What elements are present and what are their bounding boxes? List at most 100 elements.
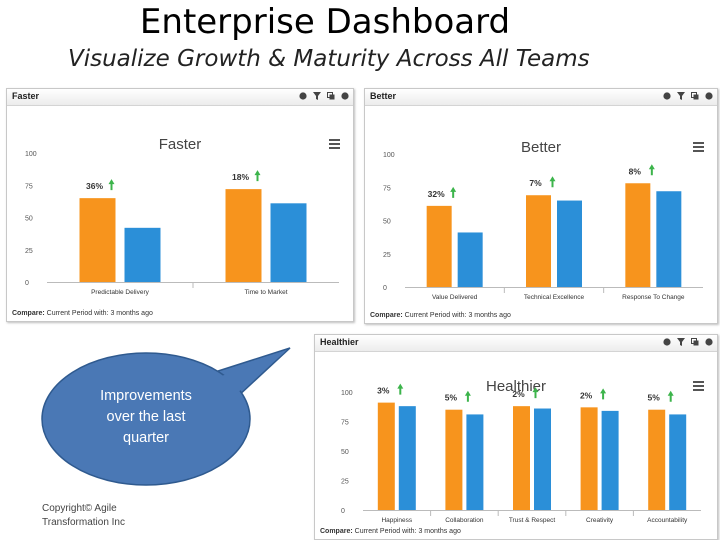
y-tick-label: 50 [383, 219, 391, 226]
y-tick-label: 100 [341, 390, 353, 397]
y-tick-label: 75 [341, 420, 349, 427]
y-tick-label: 50 [341, 449, 349, 456]
bar-previous [656, 191, 682, 287]
bar-previous [124, 227, 161, 282]
help-icon[interactable] [663, 92, 671, 100]
menu-icon[interactable] [693, 142, 704, 152]
menu-icon-bar [693, 385, 704, 387]
menu-icon-bar [693, 142, 704, 144]
bar-previous [457, 232, 483, 287]
panel-toolbar [663, 92, 713, 100]
healthier-panel: Healthier Healthier 0 25 50 75 100 3% Happiness… [314, 334, 718, 540]
x-tick-label: Value Delivered [432, 294, 478, 301]
x-tick-label: Time to Market [244, 289, 287, 296]
panel-header: Faster [7, 89, 353, 106]
compare-label: Compare: [370, 312, 403, 319]
up-arrow-icon [450, 186, 457, 198]
bar-current [445, 409, 463, 510]
compare-line: Compare: Current Period with: 3 months a… [320, 528, 461, 535]
x-tick-label: Predictable Delivery [91, 289, 150, 296]
panel-header: Healthier [315, 335, 717, 352]
healthier-chart: Healthier 0 25 50 75 100 3% Happiness 5% Collabor… [341, 378, 704, 524]
bar-current [79, 198, 116, 282]
menu-icon-bar [329, 143, 340, 145]
filter-icon[interactable] [677, 92, 685, 100]
copy-icon[interactable] [327, 92, 335, 100]
bar-previous [669, 414, 687, 510]
up-arrow-icon [549, 176, 556, 188]
up-arrow-icon [532, 387, 539, 399]
y-tick-label: 75 [25, 183, 33, 190]
y-tick-label: 100 [25, 151, 37, 158]
x-tick-label: Accountability [647, 517, 688, 524]
menu-icon[interactable] [693, 381, 704, 391]
callout-line: quarter [123, 430, 169, 446]
menu-icon-bar [693, 150, 704, 152]
compare-label: Compare: [12, 310, 45, 317]
page-subtitle: Visualize Growth & Maturity Across All T… [68, 46, 590, 72]
better-panel: Better Better 0 25 50 75 100 32% Value Delivere… [364, 88, 718, 324]
bar-previous [534, 408, 551, 510]
x-tick-label: Trust & Respect [509, 517, 556, 524]
x-tick-label: Collaboration [445, 517, 484, 524]
panel-title: Faster [12, 91, 40, 101]
menu-icon-bar [329, 147, 340, 149]
menu-icon[interactable] [329, 139, 340, 149]
chart-title: Faster [159, 136, 202, 153]
x-tick-label: Technical Excellence [524, 294, 585, 301]
bar-current [648, 409, 666, 510]
y-tick-label: 100 [383, 152, 395, 159]
data-label: 2% [512, 389, 525, 399]
faster-panel: Faster Faster 0 25 50 75 100 36% Predictable De… [6, 88, 354, 322]
bar-current [526, 195, 551, 287]
panel-title: Better [370, 91, 397, 101]
y-tick-label: 0 [25, 280, 29, 287]
y-tick-label: 25 [25, 248, 33, 255]
data-label: 3% [377, 386, 390, 396]
copy-icon[interactable] [691, 92, 699, 100]
up-arrow-icon [397, 383, 404, 395]
y-tick-label: 0 [341, 508, 345, 515]
panel-header: Better [365, 89, 717, 106]
compare-text: Current Period with: 3 months ago [354, 528, 461, 535]
up-arrow-icon [600, 388, 607, 400]
refresh-icon[interactable] [705, 92, 713, 100]
copyright-line: Transformation Inc [42, 517, 125, 528]
panel-title: Healthier [320, 337, 359, 347]
y-tick-label: 0 [383, 285, 387, 292]
filter-icon[interactable] [677, 338, 685, 346]
callout-text: Improvements over the last quarter [80, 386, 212, 449]
bar-previous [398, 406, 416, 510]
bar-current [377, 402, 395, 510]
bar-previous [601, 410, 619, 510]
up-arrow-icon [108, 179, 115, 191]
data-label: 7% [529, 178, 542, 188]
better-chart: Better 0 25 50 75 100 32% Value Delivered 7% Tech… [383, 139, 704, 301]
page-title: Enterprise Dashboard [139, 2, 511, 42]
copy-icon[interactable] [691, 338, 699, 346]
panel-toolbar [663, 338, 713, 346]
y-tick-label: 75 [383, 185, 391, 192]
bar-previous [466, 414, 484, 510]
bar-current [625, 183, 651, 287]
menu-icon-bar [693, 389, 704, 391]
chart-title: Healthier [486, 378, 546, 395]
menu-icon-bar [329, 139, 340, 141]
help-icon[interactable] [663, 338, 671, 346]
bar-previous [557, 200, 582, 287]
up-arrow-icon [667, 390, 674, 402]
compare-label: Compare: [320, 528, 353, 535]
filter-icon[interactable] [313, 92, 321, 100]
refresh-icon[interactable] [705, 338, 713, 346]
menu-icon-bar [693, 146, 704, 148]
help-icon[interactable] [299, 92, 307, 100]
menu-icon-bar [693, 381, 704, 383]
bar-current [513, 406, 530, 510]
faster-chart: Faster 0 25 50 75 100 36% Predictable Delivery 1… [25, 136, 340, 296]
y-tick-label: 25 [383, 252, 391, 259]
data-label: 36% [86, 181, 103, 191]
close-icon[interactable] [341, 92, 349, 100]
compare-line: Compare: Current Period with: 3 months a… [370, 312, 511, 319]
chart-title: Better [521, 139, 561, 156]
